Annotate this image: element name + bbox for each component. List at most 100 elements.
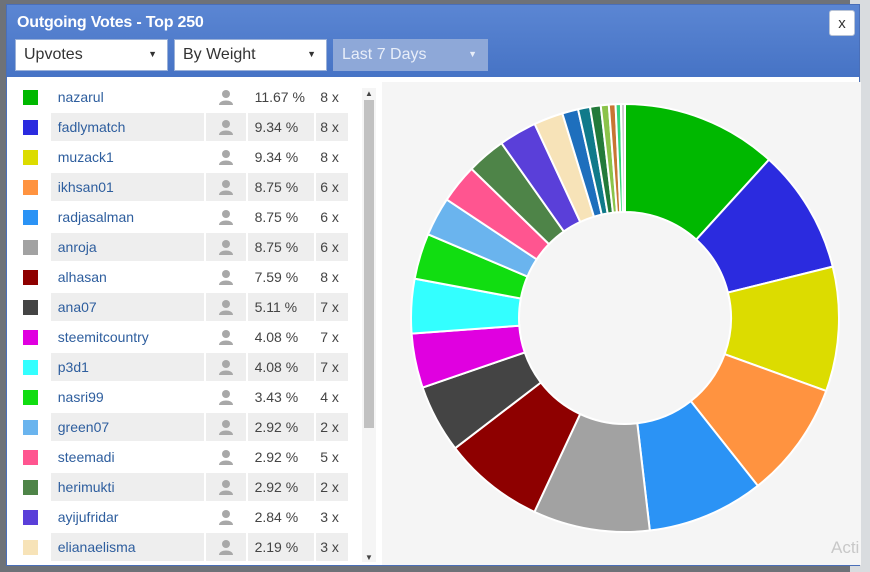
voter-link[interactable]: anroja xyxy=(50,233,204,261)
vote-count: 8 x xyxy=(320,149,339,165)
vote-weight: 4.08 % xyxy=(247,353,315,381)
scroll-up-icon[interactable]: ▲ xyxy=(365,89,373,98)
list-item: steemitcountry 4.08 % 7 x xyxy=(12,322,348,352)
list-item: anroja 8.75 % 6 x xyxy=(12,232,348,262)
user-icon[interactable] xyxy=(206,83,246,111)
vote-weight: 2.92 % xyxy=(254,449,299,465)
vote-weight: 8.75 % xyxy=(254,209,299,225)
color-swatch-cell xyxy=(12,472,49,502)
close-button[interactable]: x xyxy=(829,10,855,36)
color-swatch xyxy=(22,479,38,495)
color-swatch xyxy=(22,419,38,435)
color-swatch xyxy=(22,149,38,165)
vote-weight: 4.08 % xyxy=(254,329,299,345)
vote-count: 3 x xyxy=(320,509,339,525)
user-icon[interactable] xyxy=(205,113,246,141)
list-item: elianaelisma 2.19 % 3 x xyxy=(12,532,348,562)
color-swatch xyxy=(22,269,38,285)
voter-link[interactable]: ikhsan01 xyxy=(50,173,204,201)
list-item: p3d1 4.08 % 7 x xyxy=(12,352,348,382)
user-icon[interactable] xyxy=(206,263,246,291)
list-item: radjasalman 8.75 % 6 x xyxy=(12,202,348,232)
vote-weight: 2.19 % xyxy=(247,533,315,561)
vote-weight: 5.11 % xyxy=(247,293,315,321)
color-swatch xyxy=(22,329,38,345)
color-swatch xyxy=(22,509,38,525)
voter-link[interactable]: steemadi xyxy=(57,449,115,465)
voter-link[interactable]: elianaelisma xyxy=(50,533,204,561)
list-item: nasri99 3.43 % 4 x xyxy=(12,382,348,412)
period-value: Last 7 Days xyxy=(342,46,427,63)
donut-slice[interactable] xyxy=(619,102,626,214)
vote-type-select[interactable]: Upvotes ▼ xyxy=(15,39,168,71)
user-icon[interactable] xyxy=(205,233,246,261)
activation-watermark: Acti xyxy=(831,538,860,557)
scrollbar-thumb[interactable] xyxy=(364,100,374,428)
color-swatch xyxy=(22,119,38,135)
user-icon[interactable] xyxy=(206,443,246,471)
voter-link[interactable]: ana07 xyxy=(50,293,204,321)
vote-count: 7 x xyxy=(316,353,348,381)
voter-link[interactable]: fadlymatch xyxy=(50,113,204,141)
list-item: nazarul 11.67 % 8 x xyxy=(12,82,348,112)
list-item: ana07 5.11 % 7 x xyxy=(12,292,348,322)
color-swatch xyxy=(22,359,38,375)
color-swatch-cell xyxy=(12,142,49,172)
voter-link[interactable]: nazarul xyxy=(57,89,104,105)
vote-weight: 7.59 % xyxy=(254,269,299,285)
vote-list: nazarul 11.67 % 8 x fadlymatch 9.34 % 8 x muza… xyxy=(12,82,348,562)
dialog-title: Outgoing Votes - Top 250 xyxy=(17,14,204,31)
vote-weight: 2.84 % xyxy=(254,509,299,525)
vote-list-scrollbar[interactable]: ▲ ▼ xyxy=(362,88,376,562)
vote-count: 7 x xyxy=(320,329,339,345)
user-icon[interactable] xyxy=(206,203,246,231)
voter-link[interactable]: muzack1 xyxy=(57,149,114,165)
user-icon[interactable] xyxy=(205,293,246,321)
chevron-down-icon: ▼ xyxy=(148,49,157,59)
user-icon[interactable] xyxy=(205,533,246,561)
color-swatch-cell xyxy=(12,502,49,532)
color-swatch xyxy=(22,539,38,555)
voter-link[interactable]: green07 xyxy=(50,413,204,441)
voter-link[interactable]: ayijufridar xyxy=(57,509,119,525)
color-swatch-cell xyxy=(12,352,49,382)
list-item: ikhsan01 8.75 % 6 x xyxy=(12,172,348,202)
user-icon[interactable] xyxy=(206,503,246,531)
voter-link[interactable]: nasri99 xyxy=(57,389,104,405)
vote-weight: 9.34 % xyxy=(254,149,299,165)
vote-count: 6 x xyxy=(320,209,339,225)
chevron-down-icon: ▼ xyxy=(468,49,477,59)
user-icon[interactable] xyxy=(205,473,246,501)
vote-type-value: Upvotes xyxy=(24,46,83,63)
sort-select[interactable]: By Weight ▼ xyxy=(174,39,327,71)
votes-donut-chart xyxy=(410,102,840,533)
scroll-down-icon[interactable]: ▼ xyxy=(365,553,373,562)
user-icon[interactable] xyxy=(206,323,246,351)
user-icon[interactable] xyxy=(206,383,246,411)
list-item: steemadi 2.92 % 5 x xyxy=(12,442,348,472)
color-swatch-cell xyxy=(12,382,49,412)
voter-link[interactable]: alhasan xyxy=(57,269,107,285)
color-swatch xyxy=(22,389,38,405)
user-icon[interactable] xyxy=(205,173,246,201)
voter-link[interactable]: herimukti xyxy=(50,473,204,501)
voter-link[interactable]: p3d1 xyxy=(50,353,204,381)
list-item: muzack1 9.34 % 8 x xyxy=(12,142,348,172)
voter-link[interactable]: radjasalman xyxy=(57,209,135,225)
user-icon[interactable] xyxy=(205,413,246,441)
vote-count: 6 x xyxy=(316,233,348,261)
vote-weight: 8.75 % xyxy=(247,173,315,201)
vote-weight: 3.43 % xyxy=(254,389,299,405)
color-swatch-cell xyxy=(12,532,49,562)
list-item: green07 2.92 % 2 x xyxy=(12,412,348,442)
user-icon[interactable] xyxy=(205,353,246,381)
color-swatch-cell xyxy=(12,262,49,292)
dialog-header: Outgoing Votes - Top 250 x Upvotes ▼ By … xyxy=(7,5,859,77)
vote-weight: 11.67 % xyxy=(254,89,305,105)
user-icon[interactable] xyxy=(206,143,246,171)
period-select: Last 7 Days ▼ xyxy=(333,39,488,71)
voter-link[interactable]: steemitcountry xyxy=(57,329,149,345)
sort-value: By Weight xyxy=(183,46,256,63)
vote-count: 2 x xyxy=(316,473,348,501)
votes-chart-panel xyxy=(382,82,861,565)
